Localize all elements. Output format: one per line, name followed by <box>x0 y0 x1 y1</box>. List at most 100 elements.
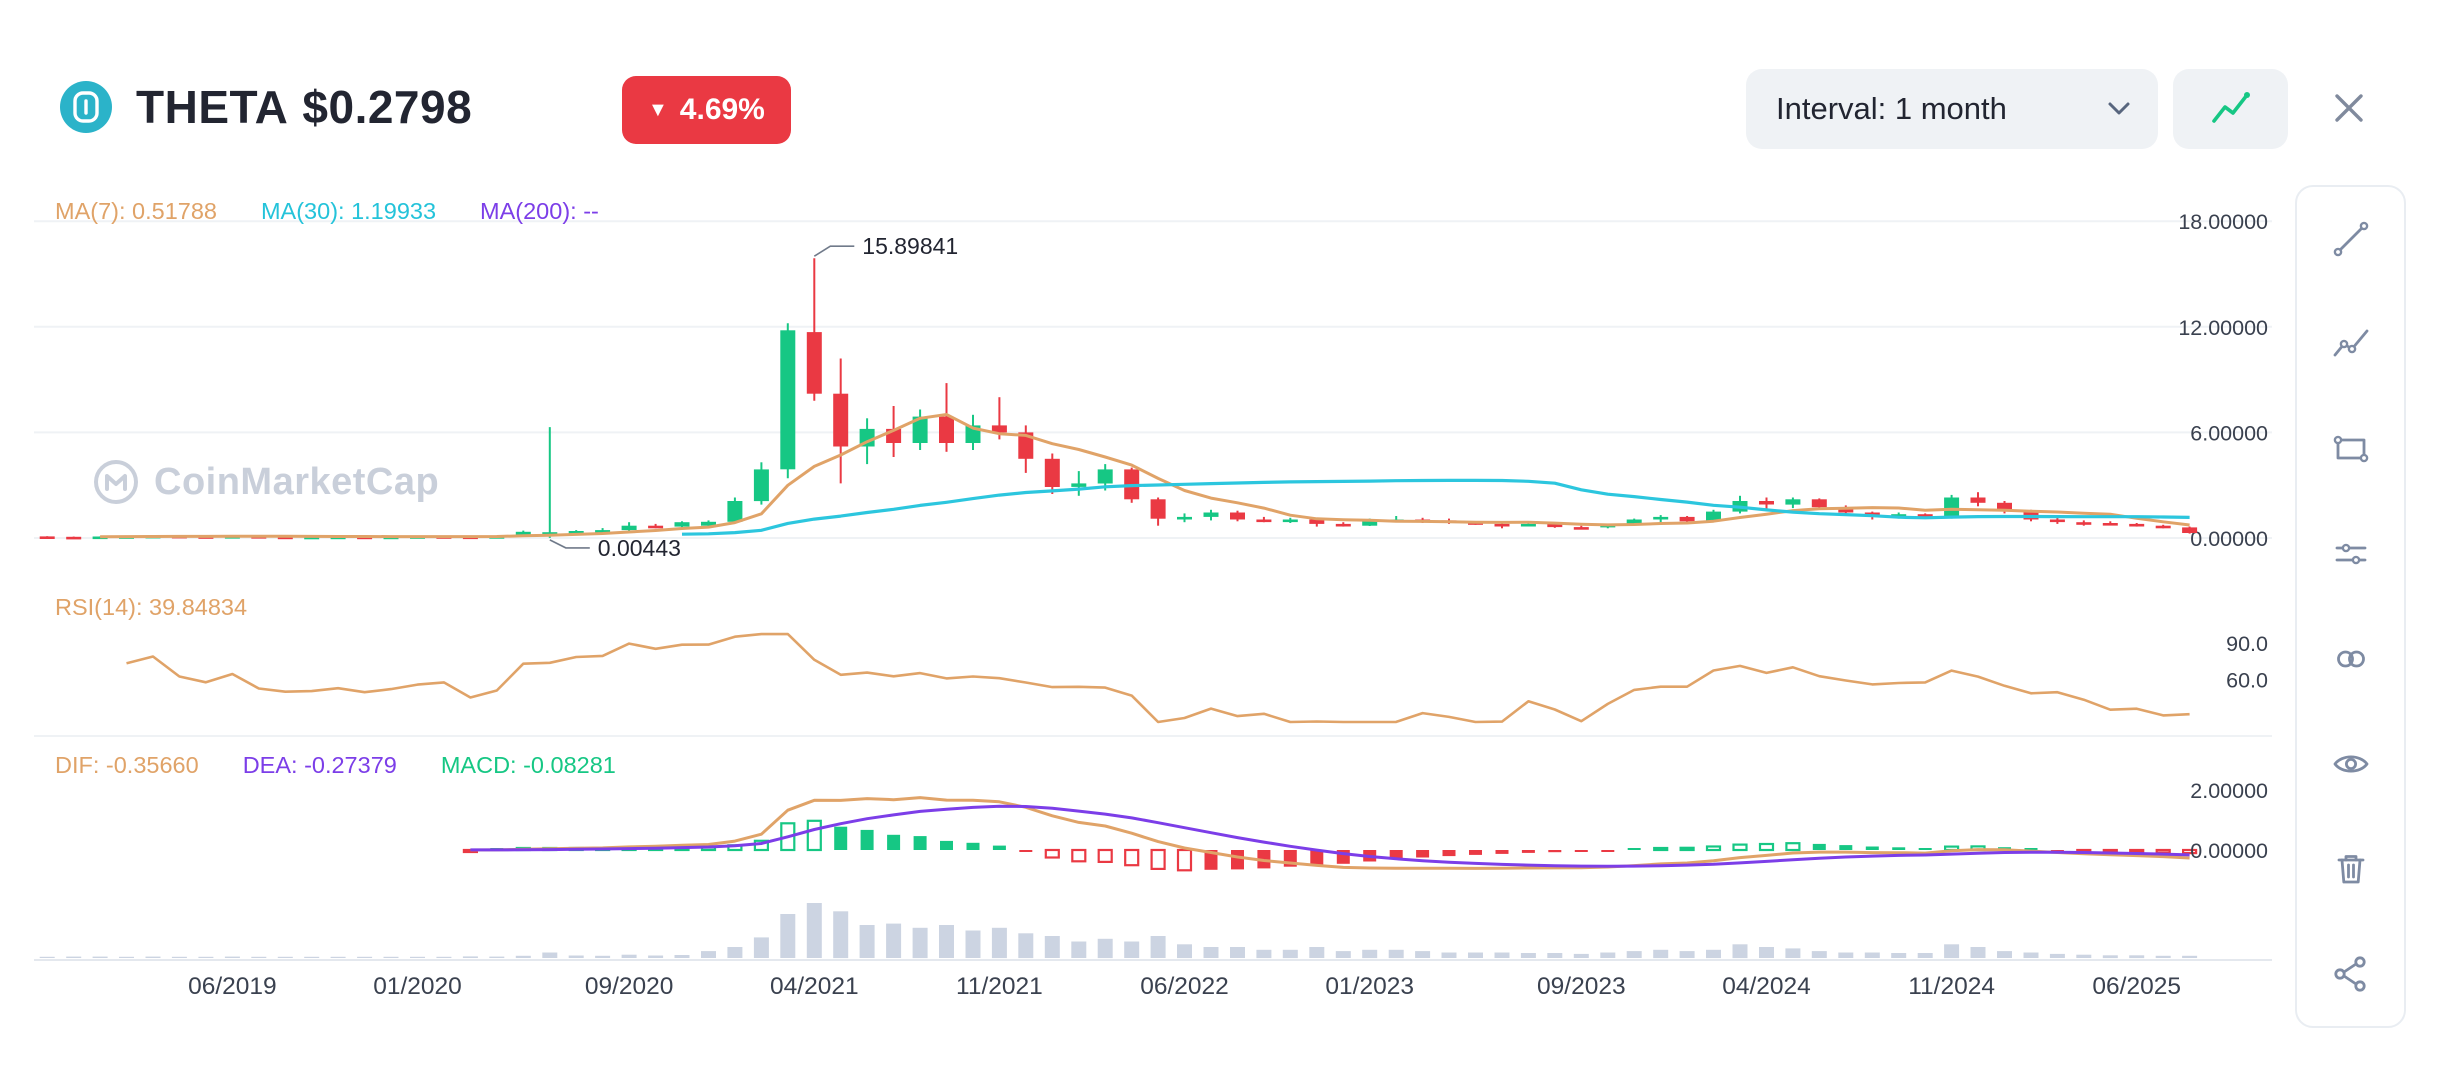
horizontal-lines-icon <box>2335 543 2366 565</box>
candle <box>2049 519 2065 523</box>
svg-text:04/2024: 04/2024 <box>1722 973 1811 1000</box>
candle <box>1150 499 1166 519</box>
candle <box>1573 527 1589 530</box>
svg-text:60.0: 60.0 <box>2226 669 2268 693</box>
volume-bars <box>39 903 2198 959</box>
candle <box>2155 525 2171 529</box>
link-tool-button[interactable] <box>2316 624 2386 694</box>
candle <box>277 536 293 540</box>
close-icon <box>2335 94 2363 122</box>
candle <box>727 501 743 522</box>
candle <box>701 521 716 526</box>
svg-text:0.00000: 0.00000 <box>2190 839 2268 863</box>
trend-line-icon <box>2333 222 2368 257</box>
candle <box>66 536 82 540</box>
link-icon <box>2336 650 2365 668</box>
candle <box>912 416 928 443</box>
candle <box>1785 499 1801 505</box>
svg-text:01/2023: 01/2023 <box>1325 973 1414 1000</box>
candle <box>1018 432 1034 459</box>
interval-dropdown[interactable]: Interval: 1 month <box>1746 69 2158 149</box>
line-chart-icon <box>2211 92 2250 123</box>
multi-point-line-tool-button[interactable] <box>2316 309 2386 379</box>
candle <box>1230 512 1245 520</box>
candle <box>1653 516 1669 520</box>
candle <box>1097 469 1113 484</box>
candle <box>1838 507 1854 513</box>
ma30-label: MA(30): 1.19933 <box>260 198 437 224</box>
candle <box>833 393 849 447</box>
coin-name: THETA <box>136 81 289 133</box>
candle <box>1282 519 1298 523</box>
candle <box>1177 516 1192 520</box>
trend-line-tool-button[interactable] <box>2316 204 2386 274</box>
candle <box>806 332 822 394</box>
svg-text:06/2025: 06/2025 <box>2092 973 2181 1000</box>
svg-text:09/2023: 09/2023 <box>1537 973 1626 1000</box>
rectangle-tool-button[interactable] <box>2316 414 2386 484</box>
candle <box>1362 520 1378 526</box>
candle <box>1626 519 1642 525</box>
dif-line <box>470 796 2190 870</box>
visibility-tool-button[interactable] <box>2316 729 2386 799</box>
candle <box>621 525 637 531</box>
macd-ticks: 2.00000 0.00000 <box>2190 779 2268 863</box>
candle <box>2102 523 2118 526</box>
chart-header: THETA $0.2798 <box>60 80 472 134</box>
svg-text:90.0: 90.0 <box>2226 632 2268 656</box>
svg-text:01/2020: 01/2020 <box>373 973 462 1000</box>
down-arrow-icon: ▼ <box>648 99 668 121</box>
coin-price: $0.2798 <box>302 81 473 133</box>
chevron-down-icon <box>2108 102 2130 115</box>
svg-text:06/2019: 06/2019 <box>188 973 277 1000</box>
candle <box>1071 483 1087 487</box>
price-change-badge: ▼ 4.69% <box>622 76 791 144</box>
price-change-value: 4.69% <box>679 93 765 126</box>
svg-text:18.00000: 18.00000 <box>2178 210 2268 234</box>
rsi-label-row: RSI(14): 39.84834 <box>55 594 247 621</box>
close-button[interactable] <box>2321 80 2377 136</box>
candle <box>1917 514 1933 517</box>
high-annotation: 15.89841 <box>813 233 958 259</box>
theta-coin-logo-icon <box>60 81 112 133</box>
horizontal-lines-tool-button[interactable] <box>2316 519 2386 589</box>
page-title: THETA $0.2798 <box>136 80 472 134</box>
share-tool-button[interactable] <box>2316 939 2386 1009</box>
share-icon <box>2333 955 2366 992</box>
candle <box>1706 511 1721 522</box>
ma-overlay-labels: MA(7): 0.51788 MA(30): 1.19933 MA(200): … <box>55 198 599 225</box>
dea-label: DEA: -0.27379 <box>242 752 397 778</box>
watermark-text: CoinMarketCap <box>154 460 440 503</box>
candle <box>780 330 796 470</box>
rsi-label: RSI(14): 39.84834 <box>55 594 248 620</box>
svg-text:04/2021: 04/2021 <box>770 973 859 1000</box>
candles-layer <box>39 258 2198 540</box>
ma7-line <box>100 413 2190 539</box>
rsi-ticks: 90.0 60.0 <box>2226 632 2268 693</box>
candle <box>1679 516 1695 522</box>
dea-line <box>470 804 2190 868</box>
candle <box>1335 523 1351 527</box>
candle <box>1891 514 1907 517</box>
svg-text:0.00443: 0.00443 <box>598 535 681 561</box>
candle <box>648 525 664 529</box>
candle <box>39 536 55 539</box>
candle <box>595 530 611 533</box>
svg-text:06/2022: 06/2022 <box>1140 973 1229 1000</box>
chart-style-button[interactable] <box>2173 69 2288 149</box>
svg-text:15.89841: 15.89841 <box>862 233 958 259</box>
coinmarketcap-logo-icon <box>94 460 138 504</box>
dif-label: DIF: -0.35660 <box>55 752 199 778</box>
ma30-line <box>681 478 2190 536</box>
svg-text:09/2020: 09/2020 <box>585 973 674 1000</box>
ma7-label: MA(7): 0.51788 <box>55 198 217 224</box>
ma200-label: MA(200): -- <box>480 198 599 224</box>
delete-icon <box>2337 854 2364 884</box>
candle <box>674 522 690 527</box>
delete-tool-button[interactable] <box>2316 834 2386 904</box>
candle <box>753 469 769 502</box>
candle <box>515 531 531 536</box>
multi-point-line-icon <box>2333 329 2368 357</box>
